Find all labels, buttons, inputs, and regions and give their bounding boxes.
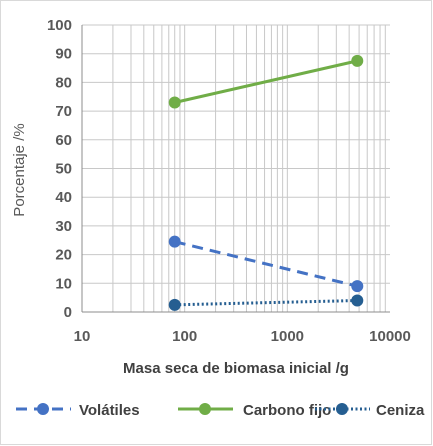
- legend-label-volatiles: Volátiles: [79, 402, 140, 419]
- series-lines: [168, 54, 364, 311]
- y-tick-label: 90: [55, 46, 72, 63]
- plot-area: [81, 25, 390, 313]
- y-tick-label: 50: [55, 161, 72, 178]
- legend-label-carbono-fijo: Carbono fijo: [243, 402, 331, 419]
- series-line-volatiles: [174, 240, 358, 288]
- legend: Volátiles Carbono fijo Ceniza: [16, 402, 425, 419]
- y-tick-label: 100: [47, 17, 72, 34]
- x-axis-title: Masa seca de biomasa inicial /g: [123, 360, 349, 377]
- data-point-ceniza: [351, 294, 364, 307]
- x-tick-label: 100: [172, 328, 197, 345]
- y-tick-label: 60: [55, 132, 72, 149]
- y-tick-label: 0: [64, 304, 72, 321]
- x-tick-label: 1000: [271, 328, 304, 345]
- legend-marker-volatiles: [37, 403, 49, 415]
- legend-marker-carbono-fijo: [199, 403, 211, 415]
- x-tick-label: 10000: [369, 328, 411, 345]
- y-tick-label: 70: [55, 103, 72, 120]
- series-line-ceniza: [174, 299, 358, 307]
- data-point-ceniza: [168, 298, 181, 311]
- grid-lines: [82, 24, 390, 313]
- legend-label-ceniza: Ceniza: [376, 402, 425, 419]
- y-tick-label: 80: [55, 74, 72, 91]
- x-axis-ticks: 10 100 1000 10000: [74, 328, 411, 345]
- y-tick-label: 10: [55, 275, 72, 292]
- y-axis-ticks: 0 10 20 30 40 50 60 70 80 90 100: [47, 17, 72, 321]
- y-tick-label: 40: [55, 189, 72, 206]
- data-point-volatiles: [168, 235, 181, 248]
- y-tick-label: 20: [55, 247, 72, 264]
- legend-marker-ceniza: [336, 403, 348, 415]
- data-point-carbono-fijo: [168, 96, 181, 109]
- x-tick-label: 10: [74, 328, 91, 345]
- data-point-carbono-fijo: [351, 54, 364, 67]
- y-tick-label: 30: [55, 218, 72, 235]
- series-line-carbono-fijo: [174, 59, 358, 104]
- data-point-volatiles: [351, 280, 364, 293]
- y-axis-title: Porcentaje /%: [11, 123, 28, 216]
